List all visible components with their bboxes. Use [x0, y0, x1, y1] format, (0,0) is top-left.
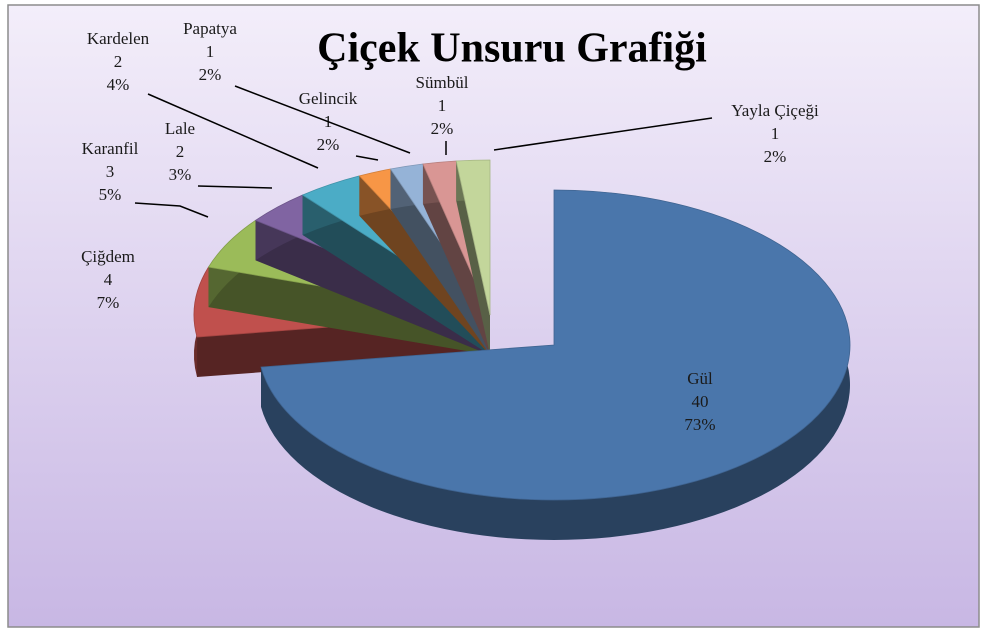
data-label: 3% [169, 165, 192, 184]
leader-line [493, 117, 713, 151]
data-label: Gelincik [299, 89, 358, 108]
slice-side [255, 220, 490, 355]
leader-line [147, 93, 319, 169]
data-label: 5% [99, 185, 122, 204]
data-label: 2% [317, 135, 340, 154]
data-label: Kardelen [87, 29, 150, 48]
data-label: 2% [764, 147, 787, 166]
data-label: 4 [104, 270, 113, 289]
data-label: 2% [431, 119, 454, 138]
leader-line [355, 155, 379, 161]
leader-line [234, 85, 411, 154]
data-label: 1 [206, 42, 215, 61]
data-label: Yayla Çiçeği [731, 101, 819, 120]
data-label: 73% [684, 415, 715, 434]
data-label: 7% [97, 293, 120, 312]
slice-side [359, 175, 490, 355]
slice [455, 159, 491, 316]
slice [260, 189, 851, 501]
data-label: Çiğdem [81, 247, 135, 266]
slice-side [456, 161, 490, 355]
data-label: 4% [107, 75, 130, 94]
data-label: Sümbül [416, 73, 469, 92]
leader-line [134, 202, 209, 218]
data-label: 40 [692, 392, 709, 411]
data-label: Karanfil [82, 139, 139, 158]
data-label: 1 [771, 124, 780, 143]
slice-side [208, 267, 490, 355]
leader-line [197, 185, 273, 189]
data-label: Papatya [183, 19, 237, 38]
slice-side [390, 169, 490, 355]
data-label: 3 [106, 162, 115, 181]
data-label: 2 [114, 52, 123, 71]
data-label: 1 [438, 96, 447, 115]
data-label: Gül [687, 369, 713, 388]
chart-title: Çiçek Unsuru Grafiği [317, 26, 707, 72]
data-label: 2% [199, 65, 222, 84]
data-label: Lale [165, 119, 195, 138]
data-label: 2 [176, 142, 185, 161]
slice-side [422, 164, 490, 355]
slice-side [302, 195, 490, 355]
